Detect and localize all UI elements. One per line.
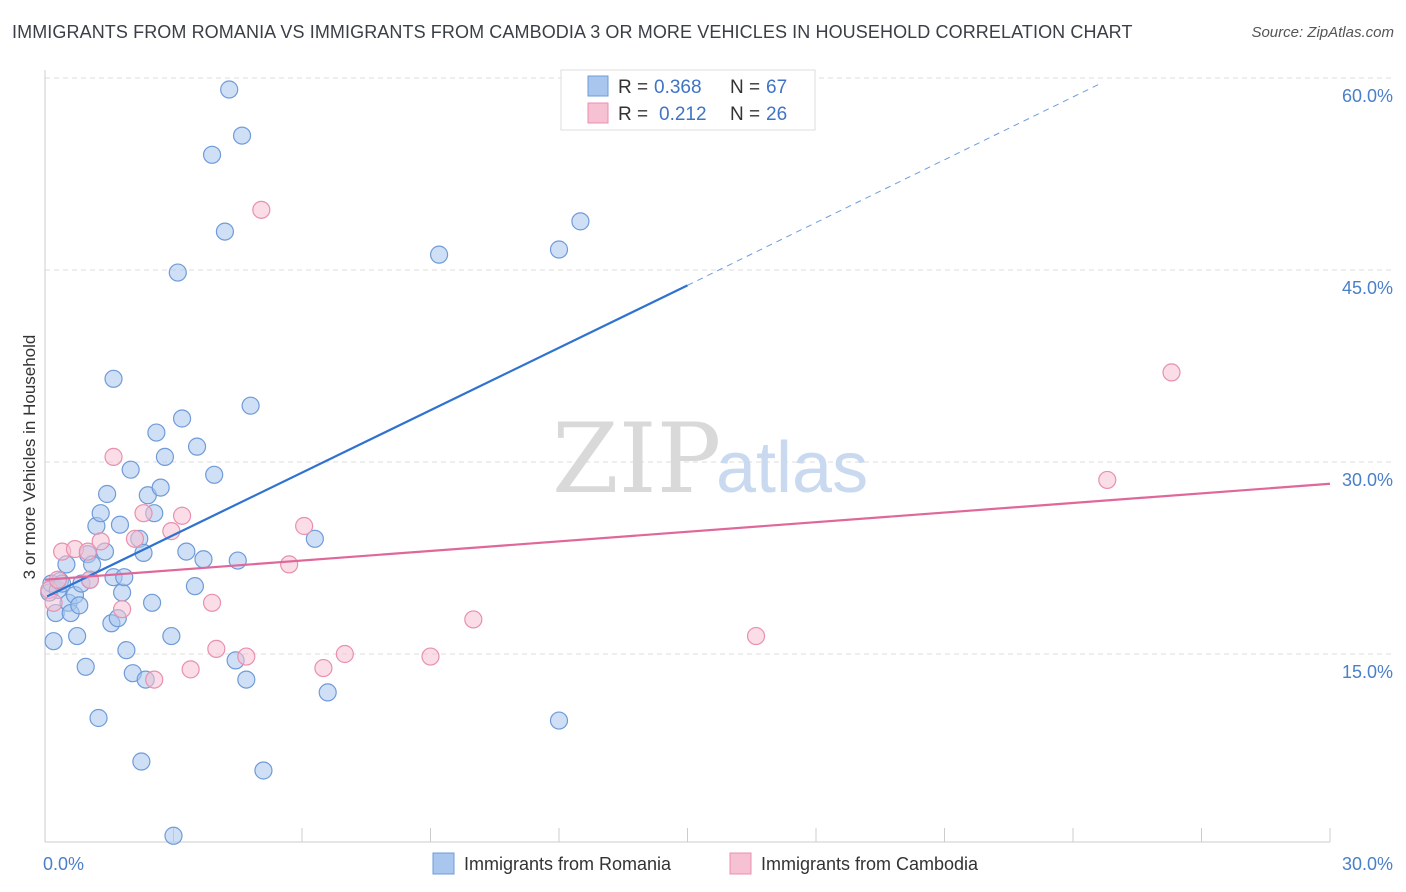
romania-point-41 [151,478,170,497]
gridlines [45,77,1393,655]
series-legend: Immigrants from Romania Immigrants from … [432,852,979,875]
romania-point-48 [185,577,205,596]
series-legend-swatch-romania [432,852,455,875]
cambodia-point-9 [112,600,132,619]
cambodia-point-19 [252,200,271,219]
legend-r-value-romania: 0.368 [654,77,702,98]
trendline-romania [46,284,688,598]
legend-n-label-cambodia: N = [730,104,760,125]
romania-point-44 [164,826,183,845]
legend-n-value-cambodia: 26 [766,104,787,125]
romania-point-49 [187,437,207,456]
romania-point-30 [117,641,136,660]
cambodia-point-23 [335,644,354,664]
romania-point-38 [142,593,162,612]
romania-point-64 [549,711,569,730]
y-tick-label-2: 45.0% [1342,278,1393,298]
romania-point-57 [232,126,252,145]
romania-point-43 [162,626,181,646]
romania-point-62 [318,683,337,702]
y-tick-label-1: 30.0% [1342,470,1393,490]
legend-swatch-romania [587,75,609,97]
romania-point-65 [549,240,569,259]
cambodia-point-26 [746,626,766,646]
romania-point-42 [155,447,175,466]
romania-point-27 [110,515,130,534]
romania-point-40 [147,423,166,442]
cambodia-point-22 [314,658,333,678]
legend-r-label-cambodia: R = [618,104,648,125]
romania-point-60 [254,761,273,780]
romania-point-28 [112,583,132,602]
romania-point-59 [241,396,260,415]
romania-point-58 [237,670,256,689]
series-legend-label-romania: Immigrants from Romania [464,854,672,874]
romania-point-19 [89,708,108,728]
source-label: Source: ZipAtlas.com [1251,24,1394,41]
series-legend-label-cambodia: Immigrants from Cambodia [761,854,979,874]
cambodia-point-21 [295,516,314,536]
romania-point-22 [98,484,117,504]
romania-point-29 [115,568,134,587]
cambodia-point-25 [464,610,483,629]
cambodia-point-24 [421,647,440,666]
y-tick-labels: 15.0% 30.0% 45.0% 60.0% [1342,86,1393,682]
romania-point-12 [70,596,89,615]
cambodia-point-8 [104,447,123,466]
romania-point-54 [220,80,239,99]
chart-title: IMMIGRANTS FROM ROMANIA VS IMMIGRANTS FR… [12,22,1133,42]
legend-n-label-romania: N = [730,77,760,98]
x-tick-label-1: 30.0% [1342,854,1393,874]
x-tick-label-0: 0.0% [43,854,84,874]
cambodia-point-15 [181,660,200,679]
romania-point-61 [305,529,324,548]
romania-point-2 [44,632,63,651]
cambodia-point-20 [280,555,299,574]
romania-point-51 [202,145,222,164]
trendline-cambodia [44,482,1331,581]
series-romania-points [40,80,590,845]
romania-point-53 [215,222,234,241]
cambodia-point-18 [237,647,256,666]
cambodia-point-7 [91,532,110,551]
romania-point-46 [172,409,192,428]
y-axis-label: 3 or more Vehicles in Household [20,335,39,580]
series-legend-swatch-cambodia [729,852,752,875]
cambodia-point-14 [172,506,192,525]
legend-r-value-cambodia: 0.212 [659,104,707,125]
legend-r-label-romania: R = [618,77,648,98]
cambodia-point-12 [145,670,164,689]
romania-point-34 [132,752,151,771]
romania-point-14 [76,657,95,676]
romania-point-52 [205,465,224,484]
romania-point-11 [68,626,87,646]
romania-point-66 [571,212,590,231]
trendlines [44,83,1331,598]
cambodia-point-28 [1162,363,1181,382]
romania-point-63 [429,245,449,264]
y-tick-label-3: 60.0% [1342,86,1393,106]
stats-legend: R = 0.368 N = 67 R = 0.212 N = 26 [560,69,816,131]
y-tick-label-0: 15.0% [1342,662,1393,682]
romania-point-45 [168,263,187,282]
romania-point-20 [91,504,110,523]
romania-point-25 [104,369,123,388]
romania-point-31 [121,460,140,479]
cambodia-point-27 [1098,470,1117,490]
cambodia-point-10 [125,529,145,548]
legend-swatch-cambodia [587,102,609,124]
cambodia-point-11 [134,504,153,523]
romania-point-50 [194,550,213,569]
cambodia-point-5 [78,542,97,561]
romania-point-47 [177,542,196,561]
watermark-atlas: atlas [716,428,868,508]
cambodia-point-16 [202,593,222,612]
watermark-zip: ZIP [552,403,721,515]
cambodia-point-17 [207,639,226,658]
watermark: ZIP atlas [552,403,868,515]
axes [44,70,1331,843]
legend-n-value-romania: 67 [766,77,787,98]
x-tick-labels: 0.0% 30.0% [43,854,1393,874]
